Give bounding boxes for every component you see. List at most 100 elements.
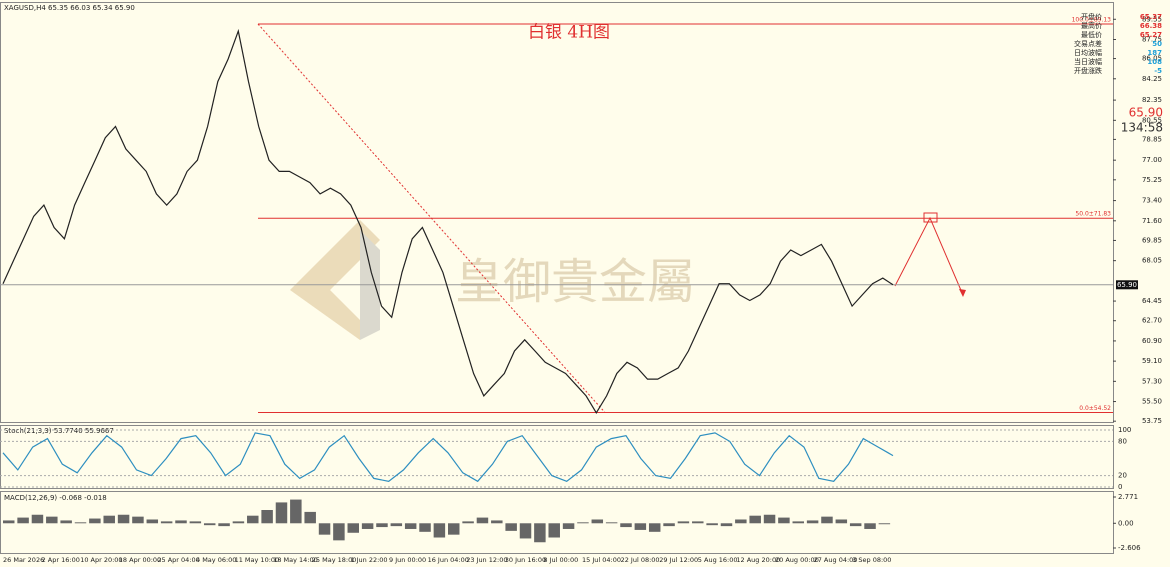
y-tick-label: 86.05 [1142, 55, 1162, 63]
macd-bar [46, 516, 58, 524]
macd-bar [203, 523, 216, 526]
x-tick-label: 16 Jun 04:00 [428, 556, 469, 564]
macd-bar [419, 523, 431, 532]
price-tag-label: 65.90 [1117, 281, 1137, 289]
macd-bar [218, 523, 230, 527]
macd-bar [835, 519, 848, 524]
fib-label: 0.0±54.52 [1079, 405, 1111, 412]
x-tick-label: 30 Jun 16:00 [505, 556, 546, 564]
macd-bar [376, 523, 388, 528]
macd-bar [864, 523, 876, 529]
fib-diagonal [257, 23, 606, 413]
macd-bar [519, 523, 532, 539]
macd-bar [333, 523, 345, 541]
x-tick-label: 20 Aug 00:00 [775, 556, 819, 564]
x-tick-label: 9 Jun 00:00 [389, 556, 426, 564]
y-tick-label: 62.70 [1142, 317, 1162, 325]
y-tick-label: 69.85 [1142, 236, 1162, 244]
annotation: 白银 4H图 [528, 23, 610, 43]
stoch-title: Stoch(21,3,3) 53.7740 55.9667 [4, 427, 114, 435]
macd-bar [60, 520, 72, 524]
macd-bar [146, 519, 159, 524]
x-tick-label: 25 May 18:00 [312, 556, 357, 564]
stoch-tick-label: 80 [1118, 437, 1127, 445]
y-tick-label: 89.55 [1142, 15, 1162, 23]
macd-bar [663, 523, 675, 527]
x-tick-label: 5 Aug 16:00 [698, 556, 738, 564]
stoch-tick-label: 100 [1118, 426, 1131, 434]
macd-bar [605, 522, 618, 524]
macd-bar [290, 499, 302, 524]
stoch-panel [0, 425, 1114, 489]
macd-bar [361, 523, 374, 529]
x-tick-label: 12 Aug 20:00 [736, 556, 780, 564]
macd-bar [74, 522, 87, 524]
info-value: 187 [1147, 49, 1162, 57]
macd-bar [31, 514, 44, 524]
y-tick-label: 82.35 [1142, 96, 1162, 104]
macd-bar [275, 502, 288, 524]
y-tick-label: 64.45 [1142, 297, 1162, 305]
macd-tick-label: 0.00 [1118, 519, 1134, 527]
info-label: 当日波幅 [1074, 57, 1102, 66]
macd-bar [534, 523, 546, 543]
x-tick-label: 3 Sep 08:00 [852, 556, 891, 564]
x-tick-label: 15 Jul 04:00 [582, 556, 621, 564]
macd-bar [103, 515, 115, 524]
macd-bar [189, 521, 202, 524]
macd-bar [318, 523, 331, 535]
macd-bar [261, 510, 273, 524]
y-tick-label: 77.00 [1142, 156, 1162, 164]
macd-bar [132, 516, 144, 524]
price-tag [1116, 280, 1138, 290]
macd-bar [677, 521, 690, 524]
macd-bar [620, 523, 632, 528]
macd-bar [89, 518, 101, 524]
macd-bar [735, 519, 747, 524]
macd-bar [404, 523, 417, 529]
main-panel [0, 2, 1114, 423]
watermark: 皇御貴金屬 [455, 254, 695, 310]
info-value: 65.27 [1140, 31, 1162, 39]
info-value: 50 [1152, 40, 1162, 48]
x-tick-label: 18 Apr 00:00 [119, 556, 161, 564]
macd-bar [304, 511, 316, 524]
info-label: 最高价 [1081, 21, 1102, 30]
macd-bar [476, 517, 489, 524]
info-value: 66.38 [1140, 22, 1162, 30]
x-tick-label: 18 May 14:00 [273, 556, 318, 564]
macd-bar [433, 523, 446, 538]
info-label: 交易点差 [1074, 39, 1102, 48]
macd-bar [878, 523, 891, 525]
chart-title: XAGUSD,H4 65.35 66.03 65.34 65.90 [4, 4, 135, 12]
macd-bar [591, 519, 604, 524]
y-tick-label: 78.85 [1142, 135, 1162, 143]
last-price: 65.90 [1129, 106, 1163, 120]
info-label: 日均波幅 [1074, 48, 1102, 57]
x-tick-label: 29 Jul 12:00 [659, 556, 698, 564]
stoch-line [2, 432, 894, 483]
macd-bar [448, 523, 460, 535]
fib-label: 100.0±89.13 [1072, 16, 1112, 23]
y-tick-label: 84.25 [1142, 75, 1162, 83]
info-value: -5 [1154, 67, 1162, 75]
y-tick-label: 57.30 [1142, 377, 1162, 385]
y-tick-label: 60.90 [1142, 337, 1162, 345]
x-tick-label: 8 Jul 00:00 [543, 556, 578, 564]
macd-bar [232, 521, 245, 524]
arrow-head [959, 289, 966, 297]
macd-bar [390, 523, 403, 527]
y-tick-label: 53.75 [1142, 417, 1162, 425]
macd-bar [347, 523, 359, 533]
info-label: 最低价 [1081, 30, 1102, 39]
fib-label: 50.0±71.83 [1075, 211, 1111, 218]
price-line-series [2, 28, 894, 414]
y-tick-label: 73.40 [1142, 197, 1162, 205]
macd-bar [821, 516, 833, 524]
macd-panel [0, 491, 1114, 554]
x-tick-label: 11 May 10:00 [235, 556, 280, 564]
y-tick-label: 71.60 [1142, 217, 1162, 225]
y-tick-label: 59.10 [1142, 357, 1162, 365]
macd-bar [577, 522, 589, 524]
macd-bar [749, 515, 761, 524]
